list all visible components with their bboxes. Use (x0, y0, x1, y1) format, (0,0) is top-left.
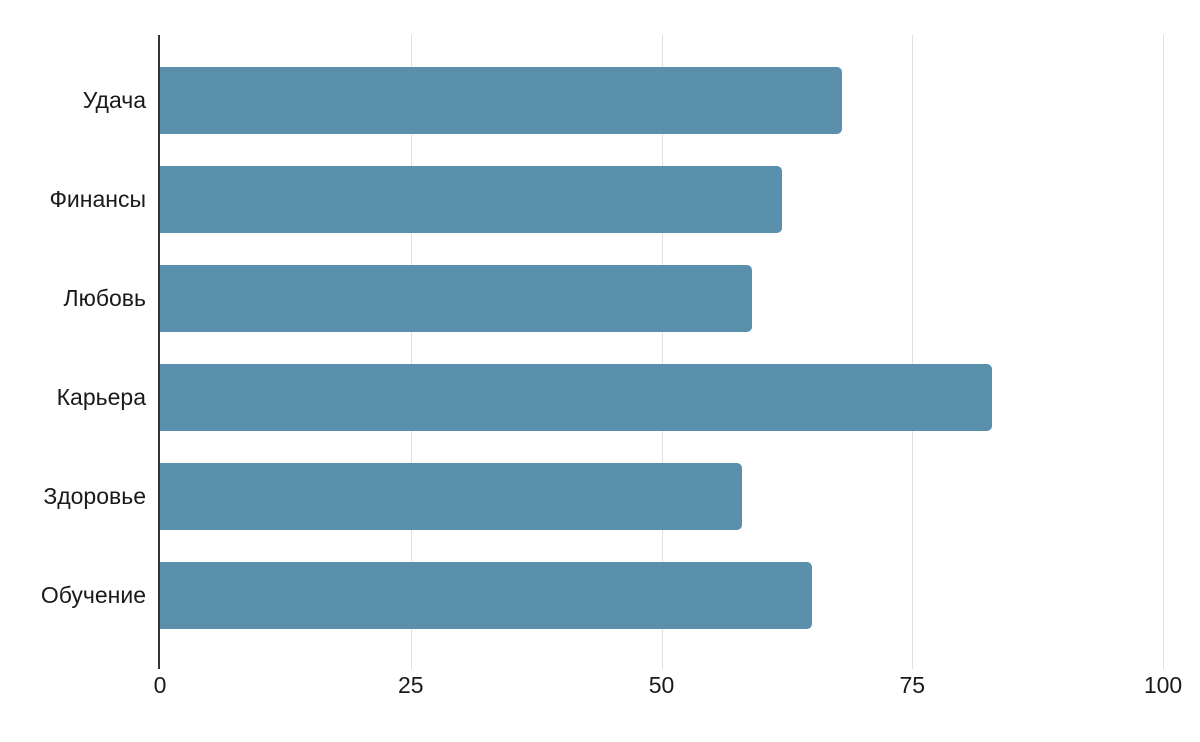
x-tick-label-0: 0 (153, 672, 167, 698)
bar-Обучение[interactable] (160, 562, 812, 629)
plot-area (158, 35, 1164, 669)
bar-Карьера[interactable] (160, 364, 993, 431)
gridline-100 (1163, 35, 1164, 669)
bar-Финансы[interactable] (160, 166, 782, 233)
y-axis-line (158, 35, 160, 669)
category-label: Финансы (49, 186, 146, 212)
category-label: Здоровье (43, 483, 146, 509)
category-label: Карьера (56, 384, 146, 410)
x-tick-label-75: 75 (899, 672, 926, 698)
x-tick-label-50: 50 (648, 672, 675, 698)
bar-Любовь[interactable] (160, 265, 752, 332)
category-label: Удача (82, 87, 146, 113)
gridline-25 (410, 35, 412, 669)
x-tick-label-25: 25 (397, 672, 424, 698)
x-tick-label-100: 100 (1143, 672, 1183, 698)
category-label: Любовь (63, 285, 146, 311)
category-label: Обучение (40, 582, 146, 608)
gridline-75 (912, 35, 914, 669)
bar-Здоровье[interactable] (160, 463, 742, 530)
gridline-50 (661, 35, 663, 669)
bar-Удача[interactable] (160, 67, 843, 134)
